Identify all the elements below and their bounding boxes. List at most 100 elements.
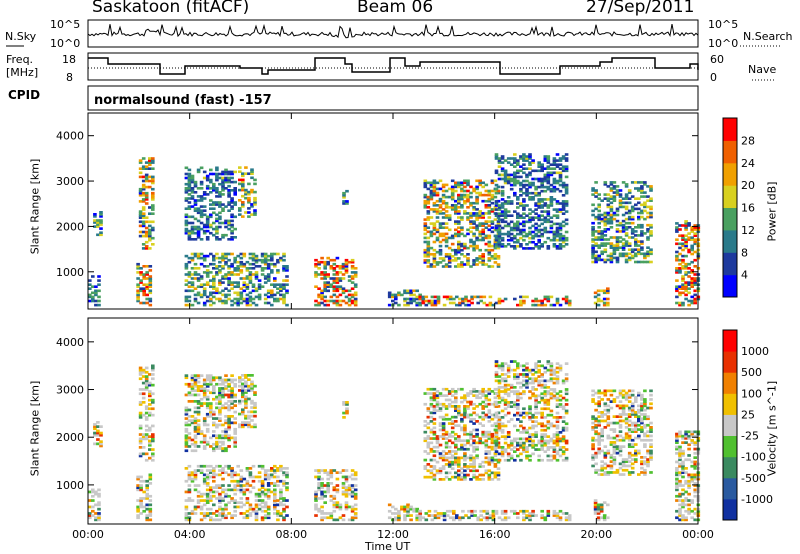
velocity-cell	[490, 456, 495, 460]
velocity-cell	[494, 379, 499, 383]
power-cell	[245, 285, 250, 288]
velocity-cell	[476, 516, 480, 520]
power-cell	[675, 267, 679, 270]
power-cell	[494, 155, 499, 158]
power-cell	[540, 228, 544, 232]
power-cell	[609, 183, 614, 186]
velocity-cell	[472, 473, 476, 477]
power-cell	[257, 287, 262, 290]
power-cell	[615, 223, 620, 227]
power-cell	[454, 265, 458, 268]
power-cell	[525, 191, 529, 195]
velocity-cell	[460, 426, 464, 430]
velocity-cell	[454, 475, 458, 479]
velocity-cell	[509, 386, 514, 389]
power-cell	[519, 236, 523, 240]
power-cell	[250, 168, 254, 171]
power-cell	[332, 281, 337, 284]
power-cell	[242, 283, 247, 286]
power-cell	[326, 299, 330, 303]
power-cell	[218, 260, 222, 264]
power-cell	[435, 199, 440, 203]
power-cell	[490, 244, 495, 248]
velocity-cell	[467, 509, 471, 513]
power-cell	[205, 271, 210, 274]
velocity-cell	[496, 473, 501, 477]
velocity-cell	[209, 376, 213, 380]
power-cell	[675, 269, 679, 272]
velocity-cell	[244, 391, 248, 394]
velocity-cell	[209, 475, 213, 479]
velocity-cell	[242, 516, 247, 520]
power-cell	[397, 293, 401, 297]
power-cell	[552, 236, 557, 240]
power-cell	[190, 215, 195, 219]
velocity-cell	[442, 514, 447, 517]
power-cell	[534, 169, 538, 173]
velocity-cell	[221, 516, 225, 520]
power-cell	[555, 208, 560, 211]
velocity-cell	[144, 411, 149, 415]
power-cell	[184, 303, 189, 307]
power-cell	[338, 303, 343, 307]
power-cell	[444, 238, 449, 242]
power-cell	[332, 258, 337, 262]
power-cell	[609, 189, 614, 192]
power-cell	[555, 222, 560, 226]
power-cell	[139, 279, 143, 282]
velocity-cell	[506, 405, 511, 408]
velocity-cell	[141, 435, 146, 438]
velocity-cell	[450, 405, 455, 408]
power-cell	[549, 230, 554, 234]
power-cell	[534, 243, 538, 246]
power-cell	[534, 234, 538, 238]
power-cell	[99, 227, 103, 230]
velocity-cell	[245, 479, 250, 483]
power-cell	[148, 224, 152, 228]
power-cell	[503, 297, 508, 301]
power-cell	[193, 199, 198, 202]
velocity-cell	[496, 478, 501, 481]
velocity-cell	[224, 430, 228, 433]
velocity-cell	[233, 404, 237, 407]
power-cell	[415, 295, 419, 299]
power-cell	[193, 299, 198, 303]
velocity-cell	[525, 381, 529, 385]
velocity-cell	[273, 501, 277, 504]
power-cell	[460, 263, 464, 266]
power-cell	[332, 267, 337, 270]
power-cell	[558, 247, 563, 250]
power-cell	[500, 206, 505, 209]
velocity-cell	[429, 398, 434, 402]
power-cell	[534, 232, 538, 236]
nsearch-tick-top: 10^5	[708, 18, 739, 31]
power-cell	[509, 183, 514, 187]
velocity-cell	[251, 479, 256, 483]
power-cell	[558, 234, 563, 238]
velocity-cell	[254, 494, 259, 498]
velocity-cell	[260, 486, 265, 489]
power-cell	[444, 214, 449, 217]
power-cell	[444, 222, 449, 225]
power-cell	[263, 267, 268, 270]
power-cell	[537, 214, 541, 217]
power-cell	[466, 246, 470, 250]
velocity-cell	[248, 507, 253, 511]
power-cell	[342, 191, 346, 195]
power-cell	[528, 220, 532, 224]
velocity-cell	[534, 394, 538, 398]
velocity-cell	[151, 398, 155, 402]
power-cell	[342, 196, 346, 199]
power-cell	[597, 217, 601, 221]
velocity-cell	[205, 514, 210, 517]
power-cell	[540, 181, 544, 185]
velocity-cell	[212, 412, 216, 416]
power-cell	[438, 197, 443, 201]
velocity-cell	[509, 360, 514, 363]
velocity-cell	[205, 501, 210, 504]
velocity-cell	[99, 444, 103, 448]
power-cell	[597, 236, 601, 239]
power-cell	[184, 267, 189, 270]
velocity-cell	[335, 503, 340, 507]
power-cell	[423, 193, 428, 197]
